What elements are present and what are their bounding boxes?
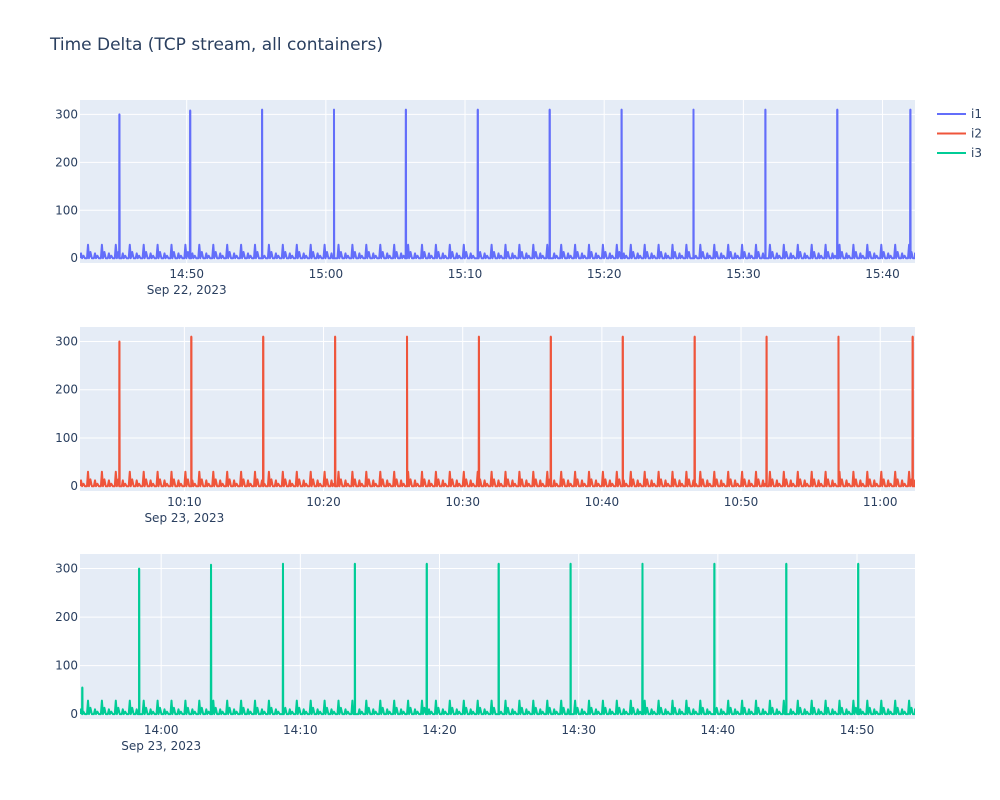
x-tick-label: 10:50: [724, 495, 759, 509]
chart-panel-i2: 10:10 Sep 23, 2023 10:20 10:30 10:40 10:50 11:…: [55, 327, 915, 525]
x-date-label: Sep 23, 2023: [121, 739, 201, 753]
chart-panel-i3: 14:00 Sep 23, 2023 14:10 14:20 14:30 14:40 14:…: [55, 554, 915, 753]
legend[interactable]: i1 i2 i3: [937, 107, 982, 160]
y-tick-label: 300: [55, 562, 78, 576]
y-tick-label: 0: [70, 707, 78, 721]
plot-area: [80, 327, 915, 491]
x-tick-label: 14:40: [701, 723, 736, 737]
x-tick-label: 14:50: [840, 723, 875, 737]
chart-title: Time Delta (TCP stream, all containers): [49, 35, 383, 55]
y-tick-label: 300: [55, 334, 78, 348]
plot-area: [80, 554, 915, 719]
series-line-i1[interactable]: [80, 108, 915, 260]
y-tick-label: 0: [70, 479, 78, 493]
y-tick-label: 100: [55, 659, 78, 673]
x-tick-label: 14:00: [144, 723, 179, 737]
x-date-label: Sep 22, 2023: [147, 283, 227, 297]
x-tick-label: 15:00: [309, 267, 344, 281]
x-tick-label: 10:10: [167, 495, 202, 509]
x-tick-label: 15:30: [726, 267, 761, 281]
y-tick-label: 0: [70, 251, 78, 265]
x-tick-label: 14:50: [169, 267, 204, 281]
y-tick-label: 200: [55, 155, 78, 169]
y-tick-label: 300: [55, 107, 78, 121]
y-tick-label: 200: [55, 383, 78, 397]
y-tick-label: 100: [55, 431, 78, 445]
legend-item-i1[interactable]: i1: [937, 107, 982, 121]
legend-label: i3: [971, 146, 982, 160]
x-tick-label: 10:20: [306, 495, 341, 509]
y-tick-label: 200: [55, 610, 78, 624]
y-tick-label: 100: [55, 203, 78, 217]
legend-item-i3[interactable]: i3: [937, 146, 982, 160]
x-tick-label: 15:20: [587, 267, 622, 281]
legend-label: i1: [971, 107, 982, 121]
x-tick-label: 14:30: [561, 723, 596, 737]
x-tick-label: 10:40: [585, 495, 620, 509]
chart-panels: 14:50 Sep 22, 2023 15:00 15:10 15:20 15:30 15:…: [55, 100, 915, 753]
plot-area: [80, 100, 915, 263]
series-line-i2[interactable]: [80, 335, 915, 488]
x-tick-label: 14:20: [422, 723, 457, 737]
x-tick-label: 15:40: [865, 267, 900, 281]
legend-label: i2: [971, 127, 982, 141]
x-tick-label: 10:30: [445, 495, 480, 509]
chart-panel-i1: 14:50 Sep 22, 2023 15:00 15:10 15:20 15:30 15:…: [55, 100, 915, 297]
legend-item-i2[interactable]: i2: [937, 127, 982, 141]
x-tick-label: 11:00: [863, 495, 898, 509]
x-tick-label: 15:10: [448, 267, 483, 281]
x-date-label: Sep 23, 2023: [144, 511, 224, 525]
x-tick-label: 14:10: [283, 723, 318, 737]
